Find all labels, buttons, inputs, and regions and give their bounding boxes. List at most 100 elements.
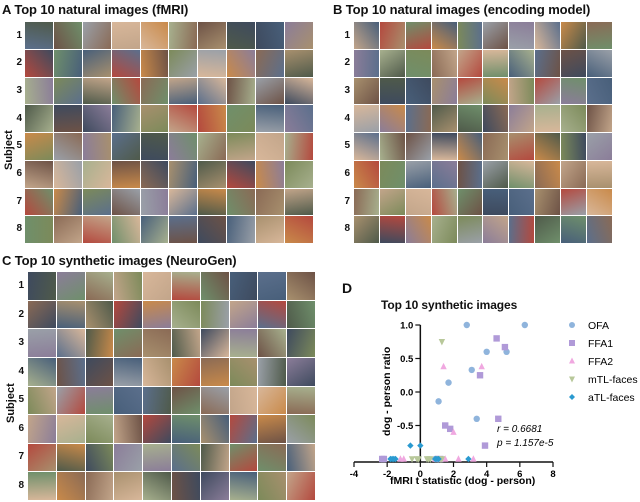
image-tile [56, 415, 85, 443]
data-point-square [501, 343, 509, 351]
image-tile [82, 133, 111, 160]
image-tile [285, 133, 313, 160]
data-point-circle [521, 321, 529, 329]
data-point-diamond [392, 455, 399, 463]
image-tile [535, 22, 561, 49]
image-tile [258, 272, 287, 300]
data-point-diamond [465, 455, 472, 463]
image-tile [285, 22, 313, 49]
image-tile [483, 133, 509, 160]
image-tile [405, 216, 431, 243]
image-tile [431, 22, 457, 49]
image-tile [114, 272, 143, 300]
image-tile [405, 188, 431, 216]
image-tile [509, 105, 535, 132]
data-point-triangle-down [569, 376, 575, 383]
image-tile [587, 49, 612, 77]
image-tile [171, 472, 200, 500]
image-tile [227, 22, 256, 49]
row-label: 8 [344, 223, 350, 235]
panel-c-title: C Top 10 synthetic images (NeuroGen) [2, 253, 237, 268]
y-tick-label: 1.0 [400, 321, 413, 332]
image-tile [200, 386, 229, 415]
image-tile [258, 357, 287, 386]
image-tile [457, 216, 483, 243]
image-tile [285, 49, 313, 77]
image-tile [200, 472, 229, 500]
image-tile [509, 160, 535, 188]
data-point-square [481, 442, 489, 449]
panel-b-title: B Top 10 natural images (encoding model) [333, 2, 591, 17]
image-tile [198, 22, 227, 49]
image-tile [431, 216, 457, 243]
image-tile [258, 329, 287, 357]
image-tile [229, 329, 258, 357]
image-tile [82, 160, 111, 188]
image-tile [405, 105, 431, 132]
data-point-triangle-up [450, 428, 457, 435]
chart-legend: OFA FFA1 FFA2 mTL-faces aTL-faces [569, 320, 638, 404]
image-tile [587, 105, 612, 132]
image-tile [457, 22, 483, 49]
image-tile [82, 105, 111, 132]
image-tile [198, 49, 227, 77]
legend-label: FFA2 [588, 356, 613, 368]
image-tile [198, 133, 227, 160]
image-tile [143, 357, 171, 386]
image-tile [25, 133, 53, 160]
image-tile [483, 77, 509, 105]
row-label: 3 [16, 85, 22, 97]
image-tile [28, 300, 56, 329]
image-tile [483, 216, 509, 243]
image-tile [111, 160, 140, 188]
image-tile [287, 386, 315, 415]
x-axis-label: fMRI t statistic (dog - person) [390, 475, 535, 487]
image-tile [287, 300, 315, 329]
image-tile [25, 77, 53, 105]
image-tile [171, 443, 200, 472]
image-tile [535, 133, 561, 160]
image-tile [53, 105, 82, 132]
row-label: 4 [16, 112, 22, 124]
x-tick-label: 4 [484, 469, 490, 480]
image-tile [85, 357, 114, 386]
data-point-triangle-down [438, 339, 446, 346]
x-tick-label: 0 [418, 469, 423, 480]
image-tile [354, 188, 379, 216]
image-tile [171, 272, 200, 300]
image-tile [457, 49, 483, 77]
image-tile [140, 105, 169, 132]
image-tile [82, 49, 111, 77]
data-point-circle [473, 415, 480, 422]
data-point-triangle-up [440, 362, 447, 370]
image-tile [25, 160, 53, 188]
image-tile [111, 188, 140, 216]
image-tile [111, 216, 140, 243]
image-tile [431, 49, 457, 77]
image-tile [171, 357, 200, 386]
image-tile [56, 357, 85, 386]
image-tile [114, 415, 143, 443]
row-label: 2 [18, 308, 24, 320]
image-tile [227, 160, 256, 188]
image-tile [140, 77, 169, 105]
data-point-diamond [387, 455, 394, 463]
image-tile [561, 216, 587, 243]
image-tile [114, 329, 143, 357]
image-tile [200, 357, 229, 386]
image-tile [285, 160, 313, 188]
image-tile [287, 415, 315, 443]
data-point-circle [483, 348, 490, 355]
image-tile [28, 272, 56, 300]
image-tile [56, 386, 85, 415]
data-point-triangle-down [423, 456, 431, 463]
image-tile [229, 357, 258, 386]
data-point-circle [445, 379, 452, 386]
row-label: 5 [16, 140, 22, 152]
row-label: 7 [16, 195, 22, 207]
image-tile [354, 216, 379, 243]
image-tile [85, 386, 114, 415]
image-tile [287, 329, 315, 357]
image-tile [140, 22, 169, 49]
image-tile [256, 49, 285, 77]
